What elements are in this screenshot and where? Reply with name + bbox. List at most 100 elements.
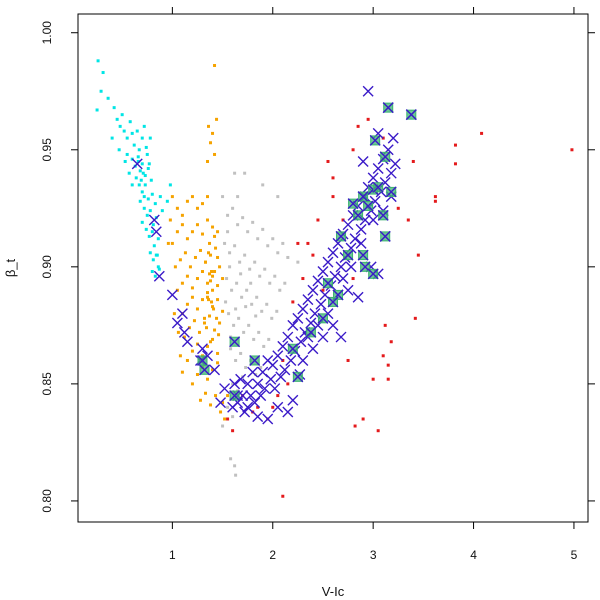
data-point bbox=[219, 410, 223, 414]
data-point bbox=[206, 281, 210, 285]
data-point bbox=[190, 349, 194, 353]
data-point-highlight-cross bbox=[342, 249, 354, 261]
data-point bbox=[96, 59, 100, 63]
data-point-cross bbox=[367, 172, 379, 184]
data-point bbox=[230, 288, 234, 292]
data-point-cross bbox=[171, 317, 183, 329]
data-point bbox=[265, 302, 269, 306]
data-point bbox=[144, 145, 148, 149]
data-point bbox=[150, 230, 154, 234]
data-point bbox=[147, 162, 151, 166]
data-point bbox=[331, 195, 335, 199]
data-point bbox=[249, 281, 253, 285]
data-point bbox=[306, 241, 310, 245]
data-point bbox=[173, 265, 177, 269]
data-point bbox=[128, 120, 132, 124]
data-point bbox=[188, 265, 192, 269]
data-point bbox=[140, 136, 144, 140]
data-point bbox=[261, 183, 265, 187]
data-point bbox=[244, 305, 248, 309]
x-tick-label: 5 bbox=[571, 548, 578, 562]
data-point bbox=[267, 337, 271, 341]
data-point bbox=[127, 171, 131, 175]
data-point-cross bbox=[317, 331, 329, 343]
data-point-cross bbox=[257, 366, 269, 378]
data-point-cross bbox=[367, 214, 379, 226]
data-point bbox=[210, 300, 214, 304]
data-point-cross bbox=[131, 158, 143, 170]
data-point bbox=[209, 253, 213, 257]
data-point bbox=[238, 260, 242, 264]
data-point bbox=[236, 223, 240, 227]
data-point bbox=[211, 368, 215, 372]
data-point bbox=[221, 195, 225, 199]
data-point-cross bbox=[242, 378, 254, 390]
data-point-cross bbox=[385, 167, 397, 179]
data-point bbox=[198, 248, 202, 252]
data-point-cross bbox=[196, 343, 208, 355]
data-point bbox=[180, 223, 184, 227]
data-point bbox=[243, 171, 247, 175]
data-point-cross bbox=[166, 289, 178, 301]
data-point bbox=[221, 424, 225, 428]
y-axis-title: β_t bbox=[3, 258, 18, 277]
data-point-highlight-cross bbox=[379, 230, 391, 242]
data-point bbox=[206, 344, 210, 348]
data-point-highlight-cross bbox=[382, 102, 394, 114]
data-point-cross bbox=[305, 317, 317, 329]
data-point bbox=[211, 225, 215, 229]
data-point bbox=[271, 405, 275, 409]
data-point bbox=[150, 192, 154, 196]
data-point bbox=[231, 429, 235, 433]
data-point bbox=[145, 213, 149, 217]
data-point bbox=[153, 274, 157, 278]
data-point bbox=[155, 253, 159, 257]
y-tick-label: 0.80 bbox=[40, 489, 54, 513]
data-point-cross bbox=[252, 378, 264, 390]
data-point-cross bbox=[148, 214, 160, 226]
data-point bbox=[228, 251, 232, 255]
data-point bbox=[141, 171, 145, 175]
data-point bbox=[218, 265, 222, 269]
data-point bbox=[278, 288, 282, 292]
data-point bbox=[168, 218, 172, 222]
data-point bbox=[95, 108, 99, 112]
data-point-highlight-cross bbox=[369, 134, 381, 146]
data-point bbox=[143, 183, 147, 187]
data-point-cross bbox=[297, 354, 309, 366]
data-point bbox=[207, 251, 211, 255]
data-point-cross bbox=[255, 390, 267, 402]
data-point bbox=[281, 494, 285, 498]
data-point bbox=[254, 314, 258, 318]
data-point bbox=[239, 351, 243, 355]
data-point bbox=[136, 159, 140, 163]
data-point bbox=[236, 195, 240, 199]
data-point bbox=[237, 316, 241, 320]
data-point-cross bbox=[272, 350, 284, 362]
data-point-cross bbox=[267, 359, 279, 371]
data-point bbox=[257, 330, 261, 334]
data-point bbox=[240, 295, 244, 299]
data-point bbox=[286, 255, 290, 259]
data-point bbox=[211, 288, 215, 292]
data-point bbox=[211, 305, 215, 309]
data-point bbox=[132, 143, 136, 147]
data-point bbox=[147, 234, 151, 238]
data-point bbox=[200, 270, 204, 274]
data-point bbox=[152, 244, 156, 248]
data-point-highlight-cross bbox=[367, 268, 379, 280]
data-point bbox=[221, 401, 225, 405]
data-point bbox=[296, 260, 300, 264]
data-point bbox=[209, 141, 213, 145]
data-point bbox=[193, 255, 197, 259]
data-point bbox=[198, 398, 202, 402]
x-tick-label: 1 bbox=[169, 548, 176, 562]
data-point bbox=[213, 152, 217, 156]
data-point-cross bbox=[355, 223, 367, 235]
data-point bbox=[170, 241, 174, 245]
data-point bbox=[433, 199, 437, 203]
data-point-cross bbox=[153, 270, 165, 282]
data-point bbox=[216, 284, 220, 288]
data-point bbox=[137, 148, 141, 152]
data-point-cross bbox=[178, 326, 190, 338]
